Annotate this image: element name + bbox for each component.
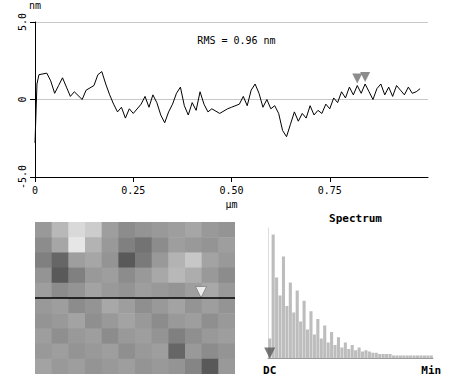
- svg-text:DC: DC: [263, 364, 276, 377]
- svg-text:nm: nm: [29, 0, 41, 11]
- svg-text:0.50: 0.50: [219, 185, 243, 196]
- svg-text:μm: μm: [225, 199, 237, 210]
- svg-text:Min: Min: [421, 364, 441, 377]
- svg-text:0.75: 0.75: [318, 185, 342, 196]
- svg-text:5.0: 5.0: [17, 13, 28, 31]
- svg-text:-5.0: -5.0: [17, 165, 28, 189]
- svg-text:0: 0: [17, 96, 28, 102]
- svg-text:0.25: 0.25: [121, 185, 145, 196]
- svg-text:RMS = 0.96 nm: RMS = 0.96 nm: [197, 35, 275, 46]
- svg-text:0: 0: [32, 185, 38, 196]
- svg-text:Spectrum: Spectrum: [329, 212, 382, 225]
